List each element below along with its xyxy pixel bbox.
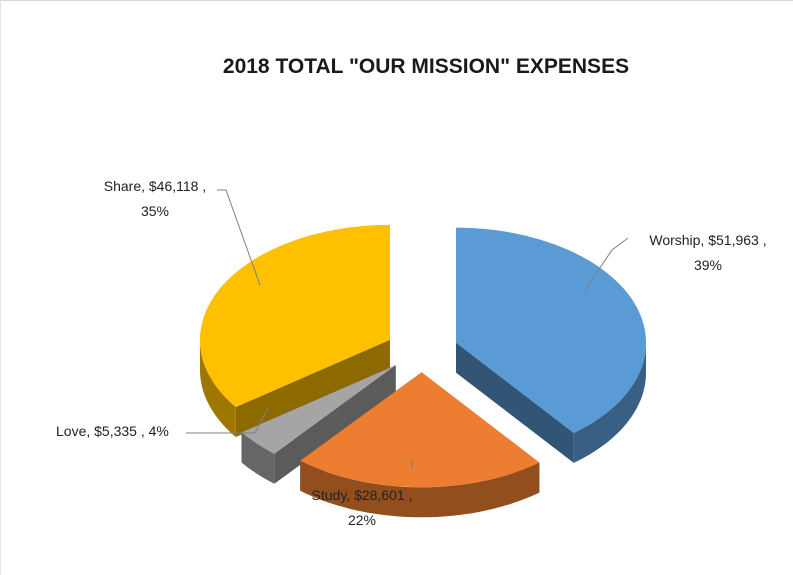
data-label-love-percent: 4%: [149, 423, 169, 439]
chart-title: 2018 TOTAL "OUR MISSION" EXPENSES: [223, 55, 629, 78]
slice-share-outer-wall: [199, 339, 236, 438]
data-label-worship-line1: Worship, $51,963 ,: [649, 232, 766, 248]
slice-study-outer-wall: [300, 460, 540, 518]
slice-share-top: [199, 224, 390, 408]
slice-share: [199, 224, 390, 438]
data-label-study-percent: 22%: [348, 512, 376, 528]
slice-worship: [456, 227, 647, 463]
data-label-study-line1: Study, $28,601 ,: [312, 487, 413, 503]
data-label-share-name: Share: [104, 178, 142, 194]
data-label-study-name: Study: [312, 487, 348, 503]
data-label-share-value: $46,118: [149, 178, 199, 194]
slice-study-top: [300, 372, 540, 488]
data-label-love: Love, $5,335 , 4%: [56, 423, 169, 439]
leader-line-share: [217, 189, 261, 286]
data-labels: Worship, $51,963 , 39% Study, $28,601 , …: [56, 178, 767, 528]
data-label-worship-value: $51,963: [708, 232, 759, 248]
data-label-love-name: Love: [56, 423, 87, 439]
leader-line-love: [186, 407, 269, 434]
data-label-study-value: $28,601: [354, 487, 405, 503]
leader-lines: [186, 189, 629, 470]
data-label-love-value: $5,335: [94, 423, 137, 439]
slice-share-side-start: [235, 339, 390, 438]
slice-worship-side-end: [456, 342, 574, 463]
data-label-share-line1: Share, $46,118 ,: [104, 178, 207, 194]
slice-love: [241, 365, 396, 484]
data-label-worship-percent: 39%: [694, 257, 722, 273]
slice-love-outer-wall: [241, 432, 275, 484]
slice-study: [300, 372, 540, 518]
slice-worship-outer-wall: [573, 342, 647, 463]
pie-slices: [199, 224, 647, 518]
slice-worship-top: [456, 227, 647, 433]
slice-love-top: [241, 365, 396, 454]
data-label-worship-name: Worship: [649, 232, 700, 248]
data-label-share-percent: 35%: [141, 203, 169, 219]
leader-line-worship: [584, 237, 629, 291]
